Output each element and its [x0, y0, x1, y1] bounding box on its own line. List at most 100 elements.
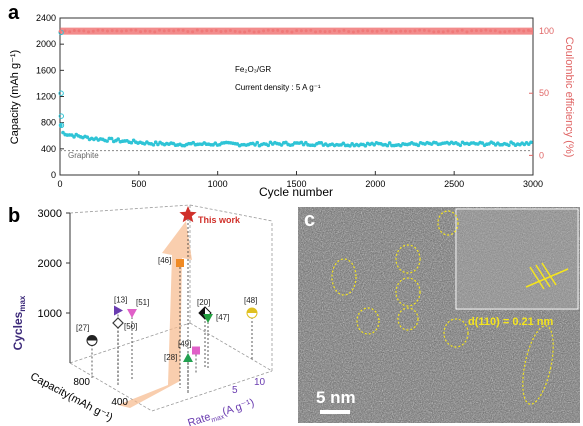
coulombic-efficiency-point — [455, 29, 459, 33]
coulombic-efficiency-point — [295, 29, 299, 33]
y-tick-label: 0 — [51, 170, 56, 180]
scale-bar-label: 5 nm — [316, 388, 356, 407]
coulombic-efficiency-point — [139, 30, 143, 34]
capacity-axis-label: Capacity(mAh g⁻¹) — [28, 371, 114, 425]
trend-arrow — [118, 221, 192, 408]
coulombic-efficiency-point — [370, 29, 374, 33]
coulombic-efficiency-point — [200, 29, 204, 33]
panel-a-label: a — [8, 2, 20, 24]
coulombic-efficiency-point — [522, 29, 526, 33]
data-point — [127, 309, 137, 318]
triangle-marker — [203, 314, 213, 323]
x-axis-ticks: 0 500 1000 1500 2000 2500 3000 — [57, 171, 543, 189]
coulombic-efficiency-point — [394, 30, 398, 34]
coulombic-efficiency-point — [238, 30, 242, 34]
y2-tick-label: 50 — [539, 88, 549, 98]
cycles-tick-label: 2000 — [38, 258, 62, 270]
coulombic-efficiency-point — [176, 28, 180, 32]
data-point — [203, 314, 213, 323]
triangle-marker — [127, 309, 137, 318]
capacity-point — [153, 140, 158, 145]
lattice-fringe-marker — [525, 262, 569, 290]
coulombic-efficiency-point — [167, 29, 171, 33]
data-point — [112, 317, 124, 329]
coulombic-efficiency-point — [347, 30, 351, 34]
coulombic-efficiency-point — [96, 28, 100, 32]
coulombic-efficiency-point — [385, 29, 389, 33]
y2-tick-label: 0 — [539, 150, 544, 160]
nanoparticle-markers — [331, 210, 554, 405]
coulombic-efficiency-point — [276, 28, 280, 32]
y-tick-label: 2400 — [36, 13, 56, 23]
y-tick-label: 1200 — [36, 92, 56, 102]
coulombic-efficiency-point — [87, 30, 91, 34]
x-tick-label: 1000 — [208, 179, 228, 189]
coulombic-efficiency-point — [115, 29, 119, 33]
coulombic-efficiency-point — [58, 29, 62, 33]
point-label: [20] — [197, 298, 210, 307]
coulombic-efficiency-point — [422, 28, 426, 32]
y2-axis-label: Coulombic efficiency (%) — [563, 37, 575, 158]
capacity-point — [58, 123, 63, 128]
panel-c-label: c — [304, 209, 316, 231]
graphite-label: Graphite — [68, 151, 99, 160]
coulombic-efficiency-point — [195, 28, 199, 32]
coulombic-efficiency-point — [408, 29, 412, 33]
coulombic-efficiency-point — [299, 29, 303, 33]
cycles-tick-label: 1000 — [38, 308, 62, 320]
scale-bar — [320, 410, 350, 414]
y-tick-label: 800 — [41, 118, 56, 128]
coulombic-efficiency-point — [512, 29, 516, 33]
coulombic-efficiency-point — [427, 29, 431, 33]
coulombic-efficiency-point — [375, 29, 379, 33]
coulombic-efficiency-point — [172, 29, 176, 33]
hrtem-inset-texture — [457, 210, 577, 308]
coulombic-efficiency-point — [210, 29, 214, 33]
tem-micrograph: d(110) = 0.21 nm 5 nm — [298, 207, 580, 423]
data-point — [179, 206, 197, 223]
square-marker — [176, 259, 184, 267]
point-label: [51] — [136, 298, 149, 307]
coulombic-efficiency-point — [474, 29, 478, 33]
coulombic-efficiency-point — [437, 30, 441, 34]
x-tick-label: 2000 — [365, 179, 385, 189]
capacity-point — [507, 143, 511, 148]
capacity-tick-400: 400 — [111, 397, 128, 408]
cycles-capacity-rate-3d-chart: 1000 2000 3000 This work [46] [13] [51] [50] [2… — [11, 204, 273, 426]
capacity-point — [387, 141, 392, 145]
coulombic-efficiency-point — [72, 28, 76, 32]
coulombic-efficiency-point — [257, 30, 261, 34]
coulombic-efficiency-point — [366, 29, 370, 33]
coulombic-efficiency-point — [191, 30, 195, 34]
x-tick-label: 2500 — [444, 179, 464, 189]
square-marker — [192, 346, 200, 355]
coulombic-efficiency-point — [470, 29, 474, 33]
capacity-point — [72, 135, 76, 139]
coulombic-efficiency-point — [446, 29, 450, 33]
coulombic-efficiency-point — [120, 29, 124, 33]
rate-axis-sub: max — [211, 413, 226, 424]
point-label: [50] — [124, 322, 137, 331]
capacity-point — [416, 143, 421, 148]
rate-axis-unit: (A g⁻¹) — [221, 397, 256, 419]
data-point — [198, 306, 212, 320]
x-tick-label: 0 — [57, 179, 62, 189]
coulombic-efficiency-point — [124, 29, 128, 33]
coulombic-efficiency-point — [91, 29, 95, 33]
capacity-point — [116, 137, 120, 141]
coulombic-efficiency-point — [153, 30, 157, 34]
coulombic-efficiency-point — [262, 29, 266, 33]
coulombic-efficiency-point — [243, 30, 247, 34]
coulombic-efficiency-point — [285, 29, 289, 33]
coulombic-efficiency-point — [380, 28, 384, 32]
current-density-annotation: Current density : 5 A g⁻¹ — [235, 83, 321, 92]
diamond-marker — [112, 317, 124, 329]
coulombic-efficiency-point — [224, 29, 228, 33]
point-label: [48] — [244, 296, 257, 305]
coulombic-efficiency-point — [290, 30, 294, 34]
rate-tick-10: 10 — [254, 377, 266, 388]
point-label: This work — [198, 215, 241, 225]
y-axis-ticks: 0 400 800 1200 1600 2000 2400 — [36, 13, 64, 180]
circle-marker-fill — [87, 335, 97, 341]
rate-axis-label: Ratemax(A g⁻¹) — [186, 397, 256, 426]
